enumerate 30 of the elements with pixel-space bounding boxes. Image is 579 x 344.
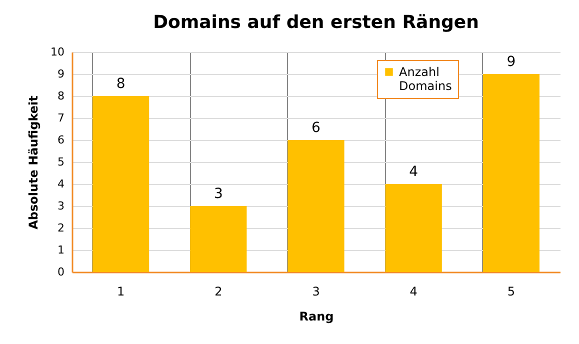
y-tick-label: 1 bbox=[58, 244, 64, 256]
y-tick-label: 7 bbox=[58, 112, 64, 124]
y-tick-label: 0 bbox=[58, 266, 64, 278]
bar bbox=[482, 74, 540, 272]
data-label: 6 bbox=[312, 120, 321, 136]
y-axis-title: Absolute Häufigkeit bbox=[26, 95, 41, 230]
y-tick-label: 10 bbox=[50, 46, 64, 58]
y-tick-label: 5 bbox=[58, 156, 64, 168]
y-tick-label: 9 bbox=[58, 68, 64, 80]
y-tick-label: 8 bbox=[58, 90, 64, 102]
legend-label: Anzahl Domains bbox=[399, 65, 452, 93]
x-axis-title: Rang bbox=[299, 310, 334, 324]
chart-title: Domains auf den ersten Rängen bbox=[153, 12, 479, 33]
bar bbox=[385, 184, 442, 272]
y-tick-label: 4 bbox=[58, 178, 64, 190]
bar bbox=[92, 96, 150, 272]
x-tick-label: 4 bbox=[410, 284, 418, 298]
y-tick-label: 2 bbox=[58, 222, 64, 234]
bar bbox=[190, 206, 247, 272]
data-label: 4 bbox=[409, 164, 418, 180]
x-tick-label: 2 bbox=[214, 284, 222, 298]
data-label: 3 bbox=[214, 186, 223, 202]
bar bbox=[288, 140, 344, 272]
x-tick-label: 3 bbox=[312, 284, 320, 298]
data-label: 8 bbox=[116, 76, 126, 92]
x-tick-label: 5 bbox=[507, 284, 516, 298]
data-label: 9 bbox=[506, 54, 516, 70]
y-tick-label: 6 bbox=[58, 134, 64, 146]
y-tick-label: 3 bbox=[58, 200, 64, 212]
x-tick-label: 1 bbox=[116, 284, 125, 298]
